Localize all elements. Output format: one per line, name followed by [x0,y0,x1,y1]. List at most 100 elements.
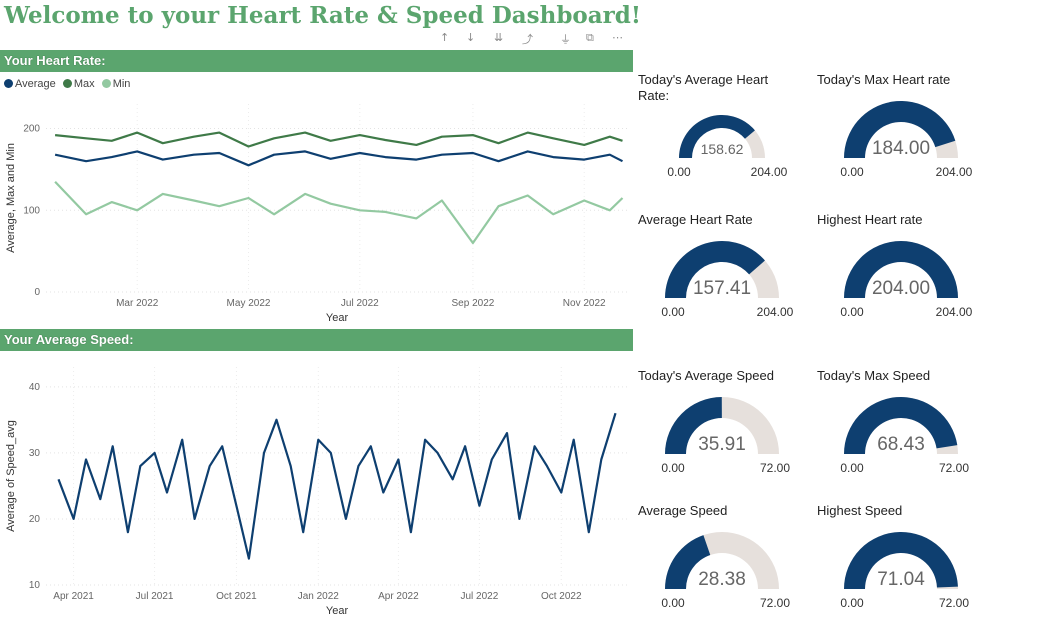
gauge-dial: 68.43 0.00 72.00 [840,397,969,475]
gauge-5[interactable]: 35.91 0.00 72.00 Today's Average Speed [638,368,808,488]
y-tick-label: 200 [23,124,40,135]
expand-hierarchy-icon[interactable]: ⤴ [522,33,533,46]
gauge-title: Average Heart Rate [638,212,753,227]
y-axis-label: Average, Max and Min [5,143,17,253]
gauge-dial: 204.00 0.00 204.00 [840,241,973,319]
gauge-min-label: 0.00 [840,461,864,475]
x-tick-label: Apr 2021 [53,591,94,602]
drill-down-icon[interactable]: ↓ [466,31,476,44]
visual-header-toolbar: ↑ ↓ ⇊ ⤴ ⏚ ⧉ ⋯ [436,31,636,47]
gauge-max-label: 204.00 [936,165,973,179]
gauge-min-label: 0.00 [667,165,691,179]
gauge-title: Average Speed [638,503,728,518]
heart-rate-legend: Average Max Min [4,78,134,90]
gauge-fill [665,241,765,298]
gauge-value: 184.00 [872,138,930,159]
x-tick-label: Oct 2022 [541,591,582,602]
x-tick-label: Jul 2022 [341,298,379,309]
y-tick-label: 0 [34,287,40,298]
gauge-value: 35.91 [698,434,746,455]
y-tick-label: 10 [29,580,41,591]
gauge-max-label: 72.00 [939,596,969,610]
gauge-value: 204.00 [872,278,930,299]
series-line-max [54,131,623,148]
gauge-max-label: 204.00 [751,165,788,179]
min-dot-icon [101,79,111,88]
max-dot-icon [62,79,72,88]
x-tick-label: Sep 2022 [452,298,495,309]
legend-label-max: Max [73,78,95,90]
legend-item-min[interactable]: Min [101,78,131,90]
gauge-fill [844,100,956,158]
gauge-min-label: 0.00 [840,596,864,610]
x-tick-label: Oct 2021 [216,591,257,602]
y-tick-label: 40 [29,382,41,393]
x-tick-label: Mar 2022 [116,298,159,309]
more-options-icon[interactable]: ⋯ [612,31,623,44]
gauge-fill [844,397,958,454]
x-tick-label: Jan 2022 [298,591,340,602]
y-axis-label: Average of Speed_avg [5,420,17,532]
gauge-1[interactable]: 158.62 0.00 204.00 Today's Average Heart Ra… [638,72,808,192]
gauge-4[interactable]: 204.00 0.00 204.00 Highest Heart rate [817,212,987,332]
series-line-average-of-speed-avg [57,412,617,560]
legend-item-max[interactable]: Max [62,78,95,90]
gauge-dial: 158.62 0.00 204.00 [667,115,788,179]
gauge-fill [844,532,958,589]
gauge-min-label: 0.00 [661,596,685,610]
gauge-max-label: 72.00 [939,461,969,475]
gauge-value: 71.04 [877,569,925,590]
gauge-dial: 184.00 0.00 204.00 [840,100,973,179]
gauge-fill [665,397,722,454]
filter-icon[interactable]: ⏚ [560,33,571,46]
gauge-value: 68.43 [877,434,925,455]
gauge-title: Today's Max Heart rate [817,72,951,87]
focus-mode-icon[interactable]: ⧉ [586,31,594,44]
x-tick-label: Apr 2022 [378,591,419,602]
y-tick-label: 30 [29,448,41,459]
x-axis-label: Year [326,605,349,617]
gauge-dial: 71.04 0.00 72.00 [840,532,969,610]
gauge-value: 158.62 [701,141,744,157]
y-tick-label: 20 [29,514,41,525]
gauge-title: Today's Max Speed [817,368,931,383]
gauge-dial: 157.41 0.00 204.00 [661,241,794,319]
legend-label-min: Min [112,78,131,90]
gauge-max-label: 72.00 [760,596,790,610]
gauge-2[interactable]: 184.00 0.00 204.00 Today's Max Heart rate [817,72,987,192]
gauge-value: 28.38 [698,569,746,590]
gauge-fill [844,241,958,298]
average-dot-icon [4,79,13,88]
y-tick-label: 100 [23,205,40,216]
gauge-max-label: 72.00 [760,461,790,475]
gauge-6[interactable]: 68.43 0.00 72.00 Today's Max Speed [817,368,987,488]
gauge-3[interactable]: 157.41 0.00 204.00 Average Heart Rate [638,212,808,332]
series-line-average [54,150,624,167]
gauge-max-label: 204.00 [757,305,794,319]
expand-all-icon[interactable]: ⇊ [494,31,504,44]
gauge-7[interactable]: 28.38 0.00 72.00 Average Speed [638,503,808,623]
average-speed-line-chart[interactable]: 10 20 30 40 Apr 2021 Jul 2021 Oct 2021 Jan 2022… [0,353,633,617]
legend-label-average: Average [15,78,56,90]
drill-up-icon[interactable]: ↑ [440,31,450,44]
page-title: Welcome to your Heart Rate & Speed Dashb… [4,2,641,29]
x-tick-label: Jul 2022 [460,591,498,602]
x-tick-label: May 2022 [227,298,271,309]
gauge-fill [679,115,755,158]
heart-rate-line-chart[interactable]: 0 100 200 Mar 2022 May 2022 Jul 2022 Sep 2022 N… [0,96,633,328]
gauge-min-label: 0.00 [840,165,864,179]
gauge-min-label: 0.00 [661,305,685,319]
gauge-title: Today's Average Speed [638,368,774,383]
x-tick-label: Jul 2021 [136,591,174,602]
average-speed-section-header: Your Average Speed: [0,329,633,351]
gauge-8[interactable]: 71.04 0.00 72.00 Highest Speed [817,503,987,623]
x-axis-label: Year [326,312,349,324]
gauge-title: Highest Heart rate [817,212,923,227]
gauge-dial: 35.91 0.00 72.00 [661,397,790,475]
legend-item-average[interactable]: Average [4,78,56,90]
gauge-value: 157.41 [693,278,751,299]
gauge-fill [665,535,711,589]
gauge-min-label: 0.00 [661,461,685,475]
gauge-min-label: 0.00 [840,305,864,319]
gauge-dial: 28.38 0.00 72.00 [661,532,790,610]
